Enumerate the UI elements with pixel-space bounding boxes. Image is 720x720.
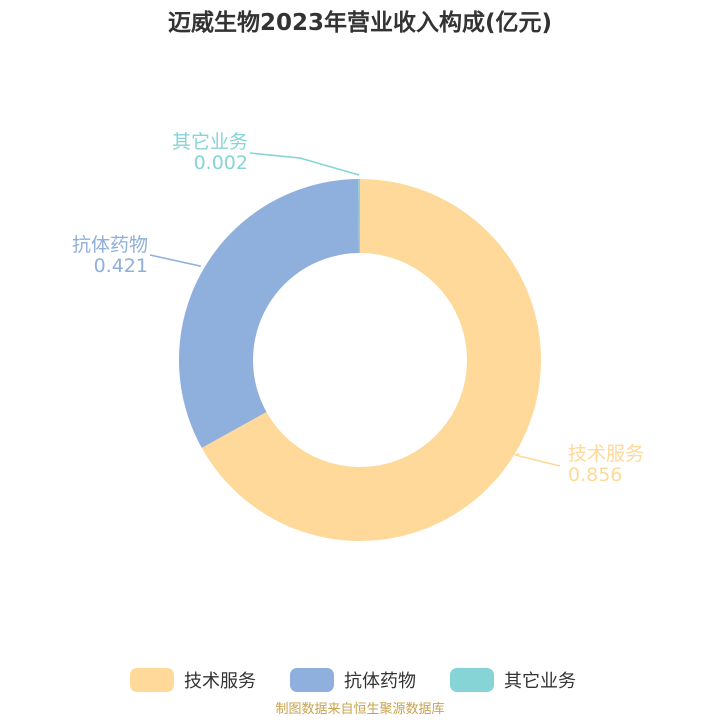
slice-label-value-3: 0.002 bbox=[194, 152, 248, 174]
leader-line-3 bbox=[249, 152, 360, 176]
slice-label-name-1: 技术服务 bbox=[568, 443, 644, 465]
slice-2 bbox=[179, 179, 359, 448]
source-note: 制图数据来自恒生聚源数据库 bbox=[275, 701, 444, 717]
legend: 技术服务 抗体药物 其它业务 bbox=[130, 668, 576, 692]
leader-line-1 bbox=[514, 453, 561, 467]
legend-swatch-1 bbox=[130, 668, 174, 692]
slice-1 bbox=[201, 179, 542, 541]
slice-3 bbox=[358, 179, 360, 254]
legend-label-2: 抗体药物 bbox=[344, 671, 416, 692]
legend-label-1: 技术服务 bbox=[184, 671, 256, 692]
legend-label-3: 其它业务 bbox=[504, 671, 576, 692]
legend-swatch-3 bbox=[450, 668, 494, 692]
donut-slices bbox=[179, 179, 542, 541]
slice-label-name-2: 抗体药物 bbox=[72, 234, 148, 256]
slice-label-name-3: 其它业务 bbox=[172, 131, 248, 153]
slice-label-value-2: 0.421 bbox=[94, 255, 148, 277]
legend-swatch-2 bbox=[290, 668, 334, 692]
chart-title: 迈威生物2023年营业收入构成(亿元) bbox=[168, 9, 552, 36]
leader-line-2 bbox=[149, 254, 201, 268]
slice-label-value-1: 0.856 bbox=[568, 464, 622, 486]
